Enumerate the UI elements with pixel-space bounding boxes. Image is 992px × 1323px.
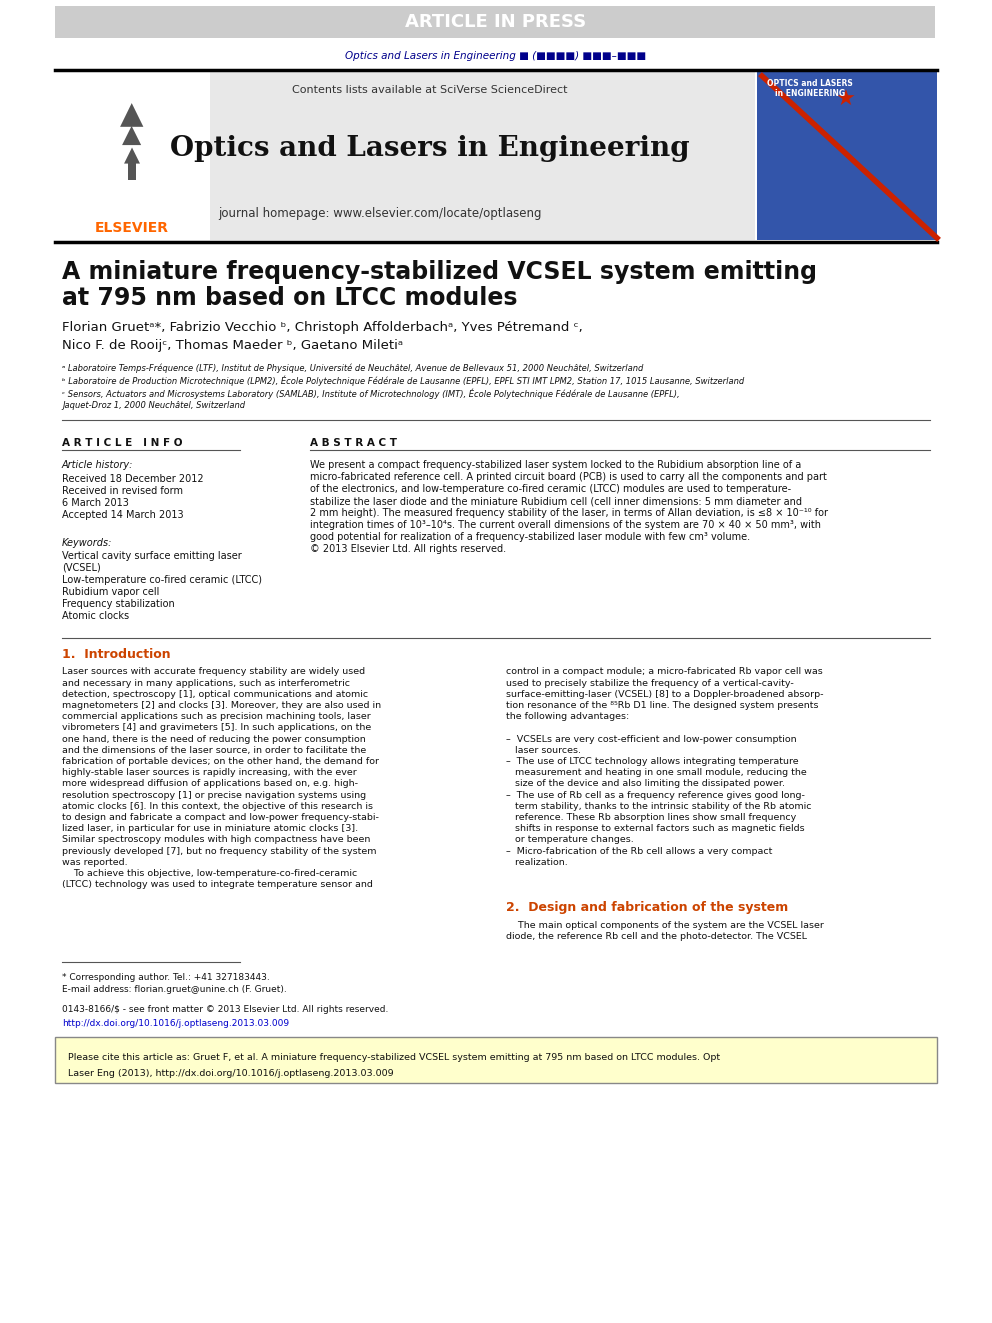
Text: and the dimensions of the laser source, in order to facilitate the: and the dimensions of the laser source, …: [62, 746, 366, 755]
Text: (LTCC) technology was used to integrate temperature sensor and: (LTCC) technology was used to integrate …: [62, 880, 373, 889]
Text: (VCSEL): (VCSEL): [62, 564, 101, 573]
Text: –  Micro-fabrication of the Rb cell allows a very compact: – Micro-fabrication of the Rb cell allow…: [506, 847, 773, 856]
Text: journal homepage: www.elsevier.com/locate/optlaseng: journal homepage: www.elsevier.com/locat…: [218, 206, 542, 220]
Text: We present a compact frequency-stabilized laser system locked to the Rubidium ab: We present a compact frequency-stabilize…: [310, 460, 802, 470]
Text: fabrication of portable devices; on the other hand, the demand for: fabrication of portable devices; on the …: [62, 757, 379, 766]
Text: A R T I C L E   I N F O: A R T I C L E I N F O: [62, 438, 183, 448]
Text: realization.: realization.: [506, 857, 567, 867]
Text: ᶜ Sensors, Actuators and Microsystems Laboratory (SAMLAB), Institute of Microtec: ᶜ Sensors, Actuators and Microsystems La…: [62, 389, 680, 400]
Text: magnetometers [2] and clocks [3]. Moreover, they are also used in: magnetometers [2] and clocks [3]. Moreov…: [62, 701, 381, 710]
Text: term stability, thanks to the intrinsic stability of the Rb atomic: term stability, thanks to the intrinsic …: [506, 802, 811, 811]
Text: 2 mm height). The measured frequency stability of the laser, in terms of Allan d: 2 mm height). The measured frequency sta…: [310, 508, 828, 519]
Text: Nico F. de Rooijᶜ, Thomas Maeder ᵇ, Gaetano Miletiᵃ: Nico F. de Rooijᶜ, Thomas Maeder ᵇ, Gaet…: [62, 340, 403, 352]
Text: ▲: ▲: [120, 101, 144, 130]
Text: –  The use of Rb cell as a frequency reference gives good long-: – The use of Rb cell as a frequency refe…: [506, 791, 805, 799]
Bar: [55, 7, 935, 38]
Text: of the electronics, and low-temperature co-fired ceramic (LTCC) modules are used: of the electronics, and low-temperature …: [310, 484, 792, 493]
Text: ▲: ▲: [122, 123, 142, 147]
Bar: [55, 70, 210, 239]
Text: previously developed [7], but no frequency stability of the system: previously developed [7], but no frequen…: [62, 847, 377, 856]
Bar: [128, 160, 136, 180]
Text: * Corresponding author. Tel.: +41 327183443.: * Corresponding author. Tel.: +41 327183…: [62, 972, 270, 982]
Bar: [757, 70, 937, 239]
Text: and necessary in many applications, such as interferometric: and necessary in many applications, such…: [62, 679, 350, 688]
Text: used to precisely stabilize the frequency of a vertical-cavity-: used to precisely stabilize the frequenc…: [506, 679, 794, 688]
Text: Received in revised form: Received in revised form: [62, 486, 183, 496]
Text: control in a compact module; a micro-fabricated Rb vapor cell was: control in a compact module; a micro-fab…: [506, 668, 822, 676]
Text: resolution spectroscopy [1] or precise navigation systems using: resolution spectroscopy [1] or precise n…: [62, 791, 366, 799]
Text: ▲: ▲: [124, 146, 140, 165]
Text: vibrometers [4] and gravimeters [5]. In such applications, on the: vibrometers [4] and gravimeters [5]. In …: [62, 724, 371, 733]
Text: The main optical components of the system are the VCSEL laser: The main optical components of the syste…: [506, 921, 824, 930]
Text: diode, the reference Rb cell and the photo-detector. The VCSEL: diode, the reference Rb cell and the pho…: [506, 931, 807, 941]
Text: Atomic clocks: Atomic clocks: [62, 611, 129, 620]
Text: micro-fabricated reference cell. A printed circuit board (PCB) is used to carry : micro-fabricated reference cell. A print…: [310, 472, 827, 482]
Text: A miniature frequency-stabilized VCSEL system emitting: A miniature frequency-stabilized VCSEL s…: [62, 261, 817, 284]
Text: laser sources.: laser sources.: [506, 746, 581, 755]
Text: Article history:: Article history:: [62, 460, 133, 470]
Text: ARTICLE IN PRESS: ARTICLE IN PRESS: [406, 13, 586, 30]
Text: good potential for realization of a frequency-stabilized laser module with few c: good potential for realization of a freq…: [310, 532, 750, 542]
Text: Frequency stabilization: Frequency stabilization: [62, 599, 175, 609]
Text: Accepted 14 March 2013: Accepted 14 March 2013: [62, 509, 184, 520]
Text: surface-emitting-laser (VCSEL) [8] to a Doppler-broadened absorp-: surface-emitting-laser (VCSEL) [8] to a …: [506, 689, 823, 699]
Text: tion resonance of the ⁸⁵Rb D1 line. The designed system presents: tion resonance of the ⁸⁵Rb D1 line. The …: [506, 701, 818, 710]
Text: ELSEVIER: ELSEVIER: [95, 221, 169, 235]
Text: Vertical cavity surface emitting laser: Vertical cavity surface emitting laser: [62, 550, 242, 561]
Text: highly-stable laser sources is rapidly increasing, with the ever: highly-stable laser sources is rapidly i…: [62, 769, 357, 778]
Bar: [210, 70, 755, 239]
Text: E-mail address: florian.gruet@unine.ch (F. Gruet).: E-mail address: florian.gruet@unine.ch (…: [62, 986, 287, 995]
Text: more widespread diffusion of applications based on, e.g. high-: more widespread diffusion of application…: [62, 779, 358, 789]
Text: Low-temperature co-fired ceramic (LTCC): Low-temperature co-fired ceramic (LTCC): [62, 576, 262, 585]
Text: Optics and Lasers in Engineering ■ (■■■■) ■■■–■■■: Optics and Lasers in Engineering ■ (■■■■…: [345, 52, 647, 61]
Text: lized laser, in particular for use in miniature atomic clocks [3].: lized laser, in particular for use in mi…: [62, 824, 358, 833]
Text: Jaquet-Droz 1, 2000 Neuchâtel, Switzerland: Jaquet-Droz 1, 2000 Neuchâtel, Switzerla…: [62, 401, 245, 410]
Text: Laser sources with accurate frequency stability are widely used: Laser sources with accurate frequency st…: [62, 668, 365, 676]
Text: one hand, there is the need of reducing the power consumption: one hand, there is the need of reducing …: [62, 734, 366, 744]
Text: 0143-8166/$ - see front matter © 2013 Elsevier Ltd. All rights reserved.: 0143-8166/$ - see front matter © 2013 El…: [62, 1005, 389, 1015]
Text: to design and fabricate a compact and low-power frequency-stabi-: to design and fabricate a compact and lo…: [62, 814, 379, 822]
Text: © 2013 Elsevier Ltd. All rights reserved.: © 2013 Elsevier Ltd. All rights reserved…: [310, 544, 506, 554]
Text: Similar spectroscopy modules with high compactness have been: Similar spectroscopy modules with high c…: [62, 836, 370, 844]
Text: Laser Eng (2013), http://dx.doi.org/10.1016/j.optlaseng.2013.03.009: Laser Eng (2013), http://dx.doi.org/10.1…: [68, 1069, 394, 1077]
Text: commercial applications such as precision machining tools, laser: commercial applications such as precisio…: [62, 712, 371, 721]
Text: OPTICS and LASERS: OPTICS and LASERS: [767, 79, 853, 89]
Text: the following advantages:: the following advantages:: [506, 712, 629, 721]
Text: at 795 nm based on LTCC modules: at 795 nm based on LTCC modules: [62, 286, 518, 310]
Text: Please cite this article as: Gruet F, et al. A miniature frequency-stabilized VC: Please cite this article as: Gruet F, et…: [68, 1053, 720, 1062]
Text: –  The use of LTCC technology allows integrating temperature: – The use of LTCC technology allows inte…: [506, 757, 799, 766]
Text: size of the device and also limiting the dissipated power.: size of the device and also limiting the…: [506, 779, 785, 789]
Text: detection, spectroscopy [1], optical communications and atomic: detection, spectroscopy [1], optical com…: [62, 689, 368, 699]
Text: To achieve this objective, low-temperature-co-fired-ceramic: To achieve this objective, low-temperatu…: [62, 869, 357, 878]
Text: Contents lists available at SciVerse ScienceDirect: Contents lists available at SciVerse Sci…: [293, 85, 567, 95]
Text: measurement and heating in one small module, reducing the: measurement and heating in one small mod…: [506, 769, 806, 778]
Text: reference. These Rb absorption lines show small frequency: reference. These Rb absorption lines sho…: [506, 814, 797, 822]
Text: Received 18 December 2012: Received 18 December 2012: [62, 474, 203, 484]
Text: shifts in response to external factors such as magnetic fields: shifts in response to external factors s…: [506, 824, 805, 833]
Text: or temperature changes.: or temperature changes.: [506, 836, 634, 844]
Text: stabilize the laser diode and the miniature Rubidium cell (cell inner dimensions: stabilize the laser diode and the miniat…: [310, 496, 802, 505]
Text: 2.  Design and fabrication of the system: 2. Design and fabrication of the system: [506, 901, 789, 914]
Text: 6 March 2013: 6 March 2013: [62, 497, 129, 508]
Text: 1.  Introduction: 1. Introduction: [62, 648, 171, 662]
Text: Rubidium vapor cell: Rubidium vapor cell: [62, 587, 160, 597]
Text: atomic clocks [6]. In this context, the objective of this research is: atomic clocks [6]. In this context, the …: [62, 802, 373, 811]
Text: was reported.: was reported.: [62, 857, 128, 867]
Text: ᵃ Laboratoire Temps-Fréquence (LTF), Institut de Physique, Université de Neuchât: ᵃ Laboratoire Temps-Fréquence (LTF), Ins…: [62, 364, 644, 373]
Text: http://dx.doi.org/10.1016/j.optlaseng.2013.03.009: http://dx.doi.org/10.1016/j.optlaseng.20…: [62, 1019, 289, 1028]
Text: A B S T R A C T: A B S T R A C T: [310, 438, 397, 448]
Bar: [55, 1037, 937, 1084]
Text: Optics and Lasers in Engineering: Optics and Lasers in Engineering: [171, 135, 689, 161]
Text: ᵇ Laboratoire de Production Microtechnique (LPM2), École Polytechnique Fédérale : ᵇ Laboratoire de Production Microtechniq…: [62, 376, 744, 386]
Text: –  VCSELs are very cost-efficient and low-power consumption: – VCSELs are very cost-efficient and low…: [506, 734, 797, 744]
Text: ★: ★: [836, 90, 856, 110]
Text: Keywords:: Keywords:: [62, 538, 112, 548]
Text: Florian Gruetᵃ*, Fabrizio Vecchio ᵇ, Christoph Affolderbachᵃ, Yves Pétremand ᶜ,: Florian Gruetᵃ*, Fabrizio Vecchio ᵇ, Chr…: [62, 321, 582, 335]
Text: in ENGINEERING: in ENGINEERING: [775, 89, 845, 98]
Text: integration times of 10³–10⁴s. The current overall dimensions of the system are : integration times of 10³–10⁴s. The curre…: [310, 520, 821, 531]
